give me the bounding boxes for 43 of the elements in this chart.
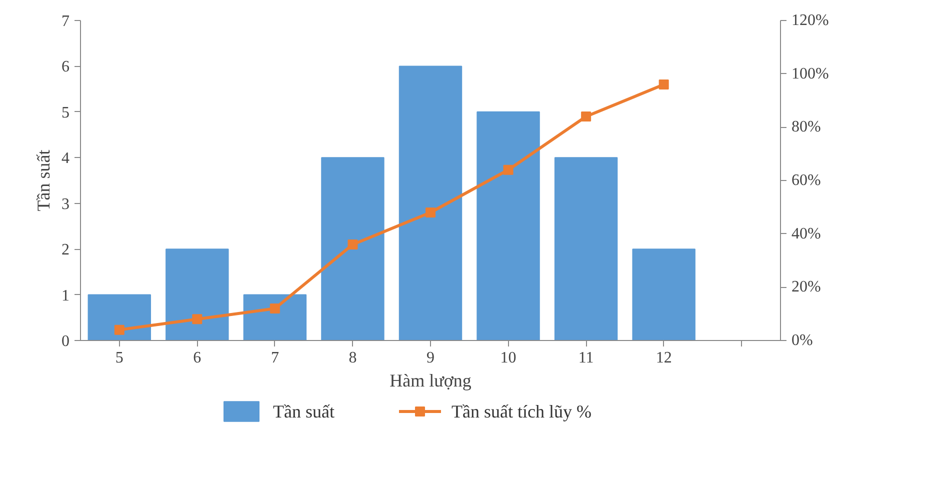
y2-tick-label: 0%	[792, 332, 813, 349]
y2-tick-label: 40%	[792, 225, 821, 242]
bar	[554, 157, 618, 340]
x-tick-label: 9	[426, 350, 434, 366]
bar	[632, 248, 696, 340]
point	[192, 314, 202, 324]
y-tick-label: 3	[62, 196, 70, 213]
bar	[476, 111, 540, 340]
y-tick-label: 2	[62, 242, 70, 259]
x-tick-label: 10	[500, 350, 516, 366]
legend-label: Tần suất tích lũy %	[452, 402, 592, 422]
point	[270, 304, 280, 314]
legend-label: Tần suất	[273, 402, 334, 422]
y-tick-label: 1	[62, 287, 70, 304]
x-tick-label: 11	[578, 350, 594, 366]
y-tick-label: 6	[62, 58, 70, 76]
x-tick-label: 8	[348, 350, 357, 366]
y2-tick-label: 60%	[792, 172, 821, 189]
x-tick-label: 6	[193, 350, 202, 366]
y-axis-title: Tần suất	[34, 150, 54, 212]
point	[348, 240, 358, 250]
point	[503, 164, 514, 175]
y-tick-label: 7	[62, 13, 70, 30]
y2-tick-label: 80%	[792, 118, 821, 136]
bar	[398, 66, 462, 340]
y-tick-label: 5	[62, 104, 70, 122]
y2-tick-label: 120%	[792, 12, 829, 29]
point	[114, 324, 124, 335]
point	[658, 80, 669, 90]
x-axis-title: Hàm lượng	[390, 370, 472, 390]
x-tick-label: 5	[115, 350, 124, 366]
bar	[166, 248, 229, 340]
y-tick-label: 0	[62, 333, 70, 350]
bar	[243, 294, 307, 340]
point	[426, 208, 436, 218]
y-tick-label: 4	[62, 150, 70, 168]
x-tick-label: 12	[656, 350, 672, 366]
point	[581, 112, 592, 122]
x-tick-label: 7	[270, 350, 279, 366]
y2-tick-label: 20%	[792, 278, 821, 296]
y2-tick-label: 100%	[792, 65, 829, 82]
bar	[88, 294, 151, 340]
bar	[321, 157, 384, 340]
